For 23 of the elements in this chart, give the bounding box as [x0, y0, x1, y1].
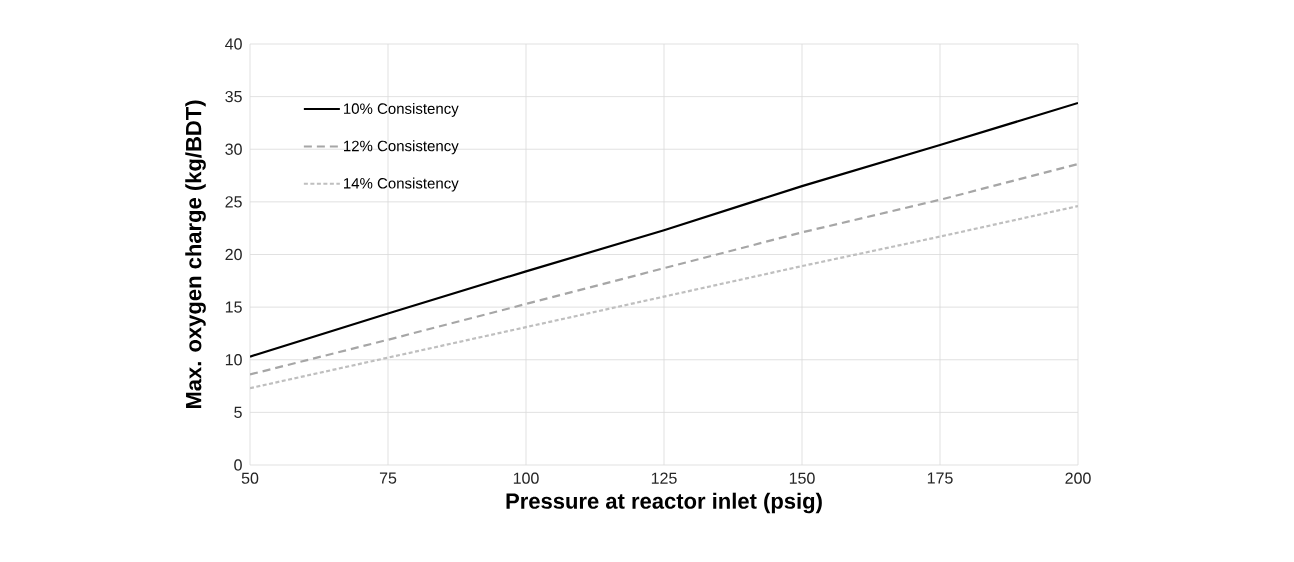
- x-tick-label: 175: [927, 472, 953, 484]
- y-tick-label: 15: [225, 301, 242, 313]
- x-axis-title: Pressure at reactor inlet (psig): [506, 492, 822, 514]
- legend-label: 12% Consistency: [344, 140, 459, 155]
- line-series: [250, 101, 1079, 358]
- line-series: [250, 162, 1079, 376]
- y-tick-label: 10: [225, 354, 242, 366]
- y-tick-label: 5: [234, 406, 242, 418]
- x-tick-label: 150: [789, 472, 815, 484]
- x-tick-label: 100: [513, 472, 539, 484]
- y-tick-label: 20: [225, 248, 242, 261]
- y-tick-label: 25: [225, 196, 242, 208]
- x-tick-label: 125: [651, 472, 677, 484]
- y-tick-label: 0: [234, 459, 242, 471]
- y-tick-label: 35: [225, 90, 242, 103]
- y-tick-label: 30: [225, 143, 242, 155]
- legend-label: 14% Consistency: [344, 177, 459, 192]
- y-axis-title: Max. oxygen charge (kg/BDT): [185, 100, 206, 409]
- y-tick-label: 40: [225, 38, 242, 50]
- x-tick-label: 50: [241, 472, 259, 484]
- legend-label: 10% Consistency: [344, 102, 459, 117]
- x-tick-label: 75: [379, 472, 397, 484]
- x-tick-label: 200: [1065, 472, 1091, 484]
